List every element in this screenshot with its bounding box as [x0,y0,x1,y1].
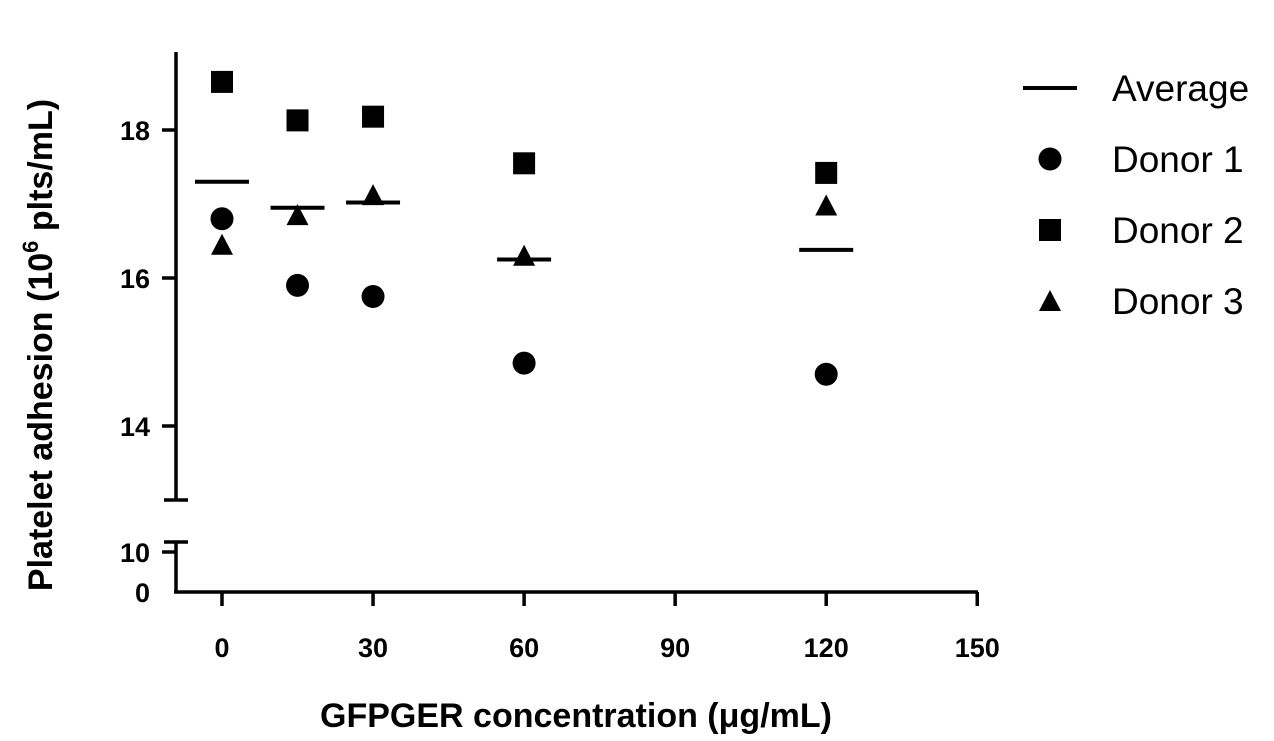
data-point [815,194,838,216]
data-point [210,207,234,231]
y-tick-label: 0 [135,578,150,608]
x-tick-label: 0 [214,633,229,663]
x-tick-label: 150 [955,633,1000,663]
series-donor-2 [211,70,838,184]
data-point [211,70,233,93]
x-tick-label: 30 [358,633,388,663]
y-tick-label: 18 [120,116,150,146]
data-point [286,204,309,226]
data-point [362,105,385,128]
data-point [361,285,385,308]
legend-symbol [1039,219,1061,241]
y-axis-title-superscript: 6 [18,241,43,253]
y-axis-title-main: Platelet adhesion (10 [22,253,60,591]
legend-label: Donor 3 [1112,281,1244,322]
x-tick-label: 60 [509,633,539,663]
data-point [211,233,233,255]
data-point [286,273,310,297]
legend-item: Donor 3 [1039,281,1244,322]
y-tick-label: 16 [120,264,150,294]
y-tick-label: 10 [120,538,150,568]
legend-item: Donor 2 [1039,210,1244,251]
legend-symbol [1039,290,1061,311]
legend-item: Donor 1 [1038,139,1244,180]
data-point [362,184,385,206]
axes [164,52,978,594]
legend-symbol [1038,147,1062,171]
x-axis-title: GFPGER concentration (μg/mL) [320,697,832,735]
series-donor-1 [210,207,838,386]
y-tick-label: 14 [120,412,150,442]
x-tick-label: 120 [804,633,849,663]
legend-label: Donor 2 [1112,210,1244,251]
legend-label: Donor 1 [1112,139,1244,180]
data-point [286,109,309,132]
data-point [512,351,536,375]
data-point [815,161,838,184]
data-point [814,362,838,386]
x-ticks: 0 30 60 90 120 150 [214,592,1000,663]
y-ticks: 14 16 18 0 10 [120,116,176,608]
y-axis-title: Platelet adhesion (106 plts/mL) [18,99,60,591]
legend: Average Donor 1 Donor 2 Donor 3 [1023,68,1249,322]
data-marks [195,70,854,386]
data-point [513,244,536,266]
y-axis-title-tail: plts/mL) [22,99,60,241]
legend-label: Average [1112,68,1249,109]
x-tick-label: 90 [660,633,690,663]
legend-item: Average [1023,68,1249,109]
series-donor-3 [211,184,838,266]
data-point [513,152,536,175]
